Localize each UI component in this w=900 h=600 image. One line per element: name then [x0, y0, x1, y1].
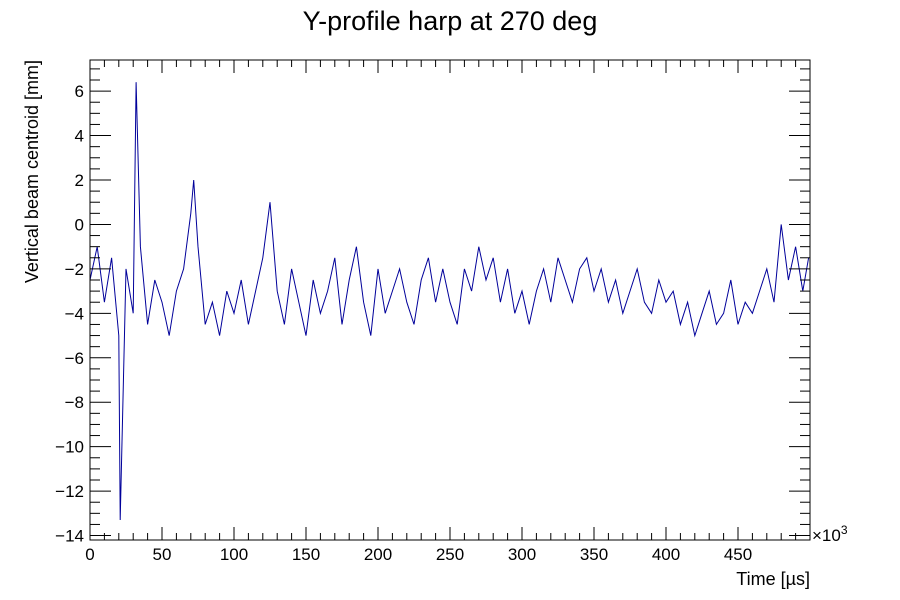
x-tick-label: 0	[85, 545, 94, 564]
y-axis-label: Vertical beam centroid [mm]	[22, 60, 42, 283]
y-tick-label: 0	[75, 215, 84, 234]
x-tick-label: 300	[508, 545, 536, 564]
y-tick-label: −8	[65, 393, 84, 412]
y-tick-label: −10	[55, 438, 84, 457]
y-tick-label: −2	[65, 260, 84, 279]
x-tick-label: 150	[292, 545, 320, 564]
x-tick-label: 200	[364, 545, 392, 564]
y-tick-label: −14	[55, 527, 84, 546]
x-tick-label: 50	[153, 545, 172, 564]
series-layer	[89, 82, 810, 521]
chart-title: Y-profile harp at 270 deg	[303, 6, 598, 36]
x-tick-label: 400	[652, 545, 680, 564]
y-tick-label: −12	[55, 482, 84, 501]
x-tick-label: 450	[724, 545, 752, 564]
x-axis-label: Time [µs]	[736, 569, 810, 589]
x-multiplier-exponent: 3	[841, 523, 848, 537]
y-tick-label: −6	[65, 349, 84, 368]
axis-layer: 0 50 100 150 200 250 300 350 400 450 −14 −12 −10 −8 −6…	[55, 60, 811, 564]
y-tick-label: 6	[75, 82, 84, 101]
series-line-0	[89, 82, 810, 521]
x-tick-label: 100	[220, 545, 248, 564]
y-tick-label: −4	[65, 304, 84, 323]
x-tick-label: 250	[436, 545, 464, 564]
y-tick-label: 4	[75, 127, 84, 146]
x-multiplier-base: ×10	[812, 526, 841, 545]
y-tick-label: 2	[75, 171, 84, 190]
x-multiplier: ×103	[812, 523, 848, 545]
x-tick-label: 350	[580, 545, 608, 564]
